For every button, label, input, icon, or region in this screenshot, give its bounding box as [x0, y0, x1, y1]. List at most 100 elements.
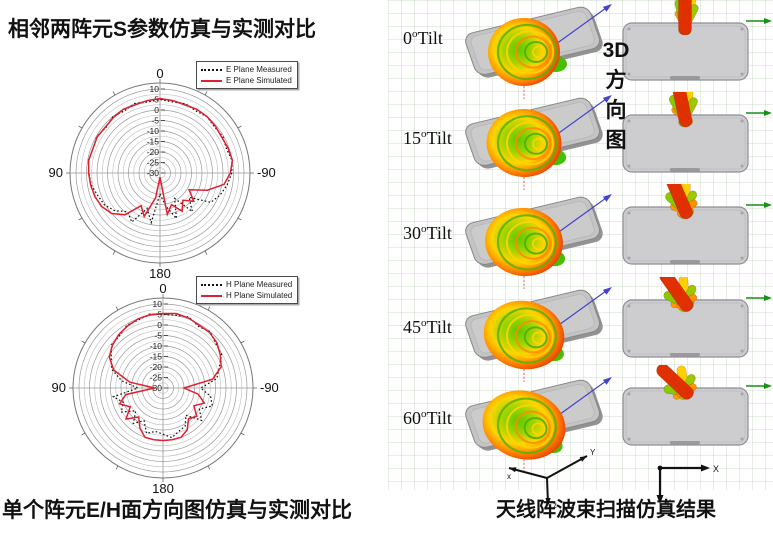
tilt-label-part: Tilt [417, 28, 443, 48]
x-axis-arrowhead [764, 18, 772, 24]
svg-text:-10: -10 [150, 341, 163, 351]
tilt-label-part: o [421, 223, 427, 235]
axis-x-label: x [507, 472, 511, 481]
svg-text:10: 10 [150, 84, 160, 94]
svg-text:-15: -15 [147, 137, 160, 147]
radiation-pattern-3d [485, 207, 566, 277]
svg-text:0: 0 [157, 320, 162, 330]
svg-text:-20: -20 [150, 362, 163, 372]
svg-text:-25: -25 [150, 373, 163, 383]
vertical-label-line: 向 [605, 99, 627, 122]
z-axis-arrowhead [602, 95, 612, 103]
svg-text:10: 10 [153, 299, 163, 309]
tilt-label-15: 15oTilt [403, 128, 452, 149]
beam-lobe [659, 277, 694, 312]
tilt-label-part: o [412, 28, 418, 40]
tilt-label-part: 15 [403, 128, 421, 148]
iso-render-45tilt [465, 287, 612, 382]
svg-text:-90: -90 [260, 380, 279, 395]
e-plane-legend: E Plane Measured E Plane Simulated [196, 61, 298, 89]
top-view-render-0tilt: x [622, 0, 772, 81]
svg-text:-5: -5 [151, 116, 159, 126]
simulated-line-swatch [201, 79, 222, 82]
tilt-label-part: 45 [403, 317, 421, 337]
right-panel-caption: 天线阵波束扫描仿真结果 [496, 499, 716, 521]
svg-text:0: 0 [154, 105, 159, 115]
svg-text:-20: -20 [147, 147, 160, 157]
svg-text:90: 90 [49, 165, 63, 180]
top-view-render-30tilt: x [622, 184, 772, 265]
iso-render-30tilt [465, 194, 612, 289]
z-axis-arrowhead [602, 194, 612, 202]
left-panel-caption: 单个阵元E/H面方向图仿真与实测对比 [2, 499, 353, 522]
tilt-label-part: Tilt [426, 408, 452, 428]
vertical-label-line: 图 [605, 129, 627, 152]
svg-text:-5: -5 [154, 331, 162, 341]
tilt-label-45: 45oTilt [403, 317, 452, 338]
h-plane-measured-curve [110, 313, 223, 439]
h-plane-legend: H Plane Measured H Plane Simulated [196, 276, 299, 304]
svg-text:-30: -30 [150, 383, 163, 393]
top-view-render-15tilt: x [622, 92, 772, 173]
legend-label: E Plane Measured [226, 65, 292, 74]
x-axis-arrowhead [764, 202, 772, 208]
measured-line-swatch [201, 68, 222, 71]
legend-entry: E Plane Measured [201, 64, 292, 75]
svg-text:180: 180 [152, 481, 174, 496]
axis-z-label: z [553, 501, 557, 510]
tilt-label-part: o [421, 408, 427, 420]
tilt-label-30: 30oTilt [403, 223, 452, 244]
top-view-render-45tilt: x [622, 277, 772, 358]
phone-top-view [622, 114, 749, 173]
beam-lobe [664, 184, 693, 220]
beam-lobe [656, 365, 694, 400]
z-axis-arrowhead [602, 4, 612, 12]
iso-render-60tilt [465, 377, 612, 472]
legend-entry: H Plane Simulated [201, 290, 292, 301]
svg-text:-10: -10 [147, 126, 160, 136]
x-axis-arrowhead [764, 383, 772, 389]
radiation-pattern-3d [486, 108, 567, 178]
radiation-pattern-3d [483, 300, 565, 370]
svg-text:90: 90 [52, 380, 66, 395]
tilt-label-part: o [421, 317, 427, 329]
e-plane-measured-curve [87, 98, 233, 225]
tilt-label-part: 60 [403, 408, 421, 428]
tilt-label-part: Tilt [426, 317, 452, 337]
tilt-label-part: o [421, 128, 427, 140]
e-plane-simulated-curve [87, 97, 234, 219]
tilt-label-0: 0oTilt [403, 28, 443, 49]
tilt-label-part: Tilt [426, 128, 452, 148]
svg-text:0: 0 [156, 66, 163, 81]
xy-axes-glyph: X Y [656, 464, 719, 508]
top-view-render-60tilt: x [622, 365, 772, 446]
legend-label: H Plane Measured [226, 280, 293, 289]
xyz-axes-glyph: x Y z [507, 448, 596, 510]
legend-entry: H Plane Measured [201, 279, 292, 290]
vertical-label-line: 3D [602, 39, 630, 62]
z-axis-arrowhead [602, 377, 612, 385]
axis-x-label: X [713, 464, 719, 474]
iso-render-0tilt [465, 4, 612, 99]
x-axis-arrowhead [764, 295, 772, 301]
svg-text:-15: -15 [150, 352, 163, 362]
legend-label: E Plane Simulated [226, 76, 292, 85]
tilt-label-60: 60oTilt [403, 408, 452, 429]
vertical-label-line: 方 [605, 69, 627, 92]
tilt-label-part: 30 [403, 223, 421, 243]
svg-text:-90: -90 [257, 165, 276, 180]
simulated-line-swatch [201, 294, 222, 297]
h-plane-simulated-curve [108, 312, 222, 442]
axis-y-label: Y [590, 448, 596, 457]
svg-text:-25: -25 [147, 158, 160, 168]
axis-y-label: Y [665, 498, 671, 508]
tilt-label-part: 0 [403, 28, 412, 48]
legend-label: H Plane Simulated [226, 291, 293, 300]
svg-text:-30: -30 [147, 168, 160, 178]
svg-text:0: 0 [159, 281, 166, 296]
radiation-pattern-3d [488, 18, 567, 86]
3d-pattern-vertical-label: 3D 方 向 图 [599, 36, 633, 156]
